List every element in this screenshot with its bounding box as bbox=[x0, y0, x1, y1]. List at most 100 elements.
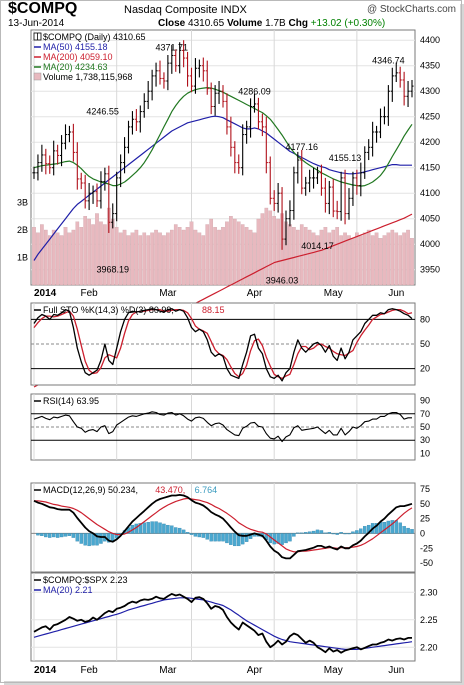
volume-bar bbox=[166, 232, 170, 286]
macd-histogram-bar bbox=[63, 533, 68, 537]
macd-histogram-bar bbox=[158, 522, 162, 534]
volume-bar bbox=[150, 232, 154, 286]
macd-histogram-bar bbox=[201, 533, 206, 538]
chg-label: Chg bbox=[288, 18, 308, 29]
volume-bar bbox=[343, 232, 347, 286]
macd-histogram-bar bbox=[398, 522, 402, 534]
volume-bar bbox=[370, 235, 375, 286]
volume-bar bbox=[201, 235, 206, 286]
volume-bar bbox=[173, 224, 178, 286]
macd-histogram-bar bbox=[75, 533, 80, 542]
macd-ytick-0: 0 bbox=[420, 528, 425, 538]
macd-histogram-bar bbox=[351, 531, 355, 534]
macd-histogram-bar bbox=[288, 533, 292, 542]
macd-histogram-bar bbox=[189, 533, 194, 535]
volume-bar bbox=[394, 232, 399, 286]
macd-ytick--25: -25 bbox=[420, 543, 433, 553]
volume-bar bbox=[134, 229, 139, 286]
close-label: Close bbox=[158, 18, 186, 29]
macd-histogram-bar bbox=[343, 533, 347, 535]
volume-bar bbox=[366, 229, 371, 286]
quote-summary: Close 4310.65 Volume 1.7B Chg +13.02 (+0… bbox=[158, 18, 385, 29]
ratio-xlabel-feb: Feb bbox=[81, 665, 99, 676]
volume-bar bbox=[260, 213, 265, 286]
macd-histogram-bar bbox=[331, 533, 335, 535]
macd-histogram-bar bbox=[244, 533, 249, 542]
volume-bar bbox=[319, 229, 324, 286]
volume-bar bbox=[67, 232, 72, 286]
volume-bar bbox=[272, 216, 277, 286]
ratio-xlabel-year: 2014 bbox=[34, 665, 57, 676]
volume-bar bbox=[146, 235, 151, 286]
volume-tick-3B: 3B bbox=[17, 198, 28, 208]
volume-bar bbox=[295, 229, 300, 286]
macd-histogram-bar bbox=[311, 530, 316, 534]
volume-bar bbox=[355, 232, 359, 286]
volume-bar bbox=[221, 227, 225, 286]
macd-histogram-bar bbox=[181, 529, 186, 534]
macd-histogram-bar bbox=[217, 533, 221, 542]
macd-histogram-bar bbox=[209, 533, 213, 542]
index-name: Nasdaq Composite INDX bbox=[124, 4, 247, 16]
ratio-line bbox=[33, 593, 412, 654]
price-ytick-4000: 4000 bbox=[420, 239, 440, 249]
chart-header: $COMPQ Nasdaq Composite INDX @ StockChar… bbox=[6, 0, 456, 30]
volume-bar bbox=[138, 235, 143, 286]
volume-bar bbox=[55, 232, 60, 286]
volume-bar bbox=[323, 227, 328, 286]
macd-histogram-bar bbox=[205, 533, 209, 540]
rsi-line bbox=[33, 411, 412, 443]
macd-panel bbox=[30, 482, 416, 573]
volume-bar bbox=[71, 229, 76, 286]
volume-bar bbox=[390, 229, 395, 286]
volume-bar bbox=[154, 229, 158, 286]
price-legend-4: Volume 1,738,115,968 bbox=[43, 72, 132, 82]
macd-legend-1: 43.470, bbox=[155, 485, 185, 495]
volume-bar bbox=[47, 235, 52, 286]
price-ytick-4050: 4050 bbox=[420, 214, 440, 224]
volume-bar bbox=[36, 232, 40, 286]
macd-histogram-bar bbox=[107, 533, 111, 543]
sto-k-line bbox=[33, 308, 413, 382]
macd-histogram-bar bbox=[233, 533, 237, 547]
volume-bar bbox=[177, 227, 182, 286]
volume-bar bbox=[103, 224, 107, 286]
sto-ytick-80: 80 bbox=[420, 314, 430, 324]
volume-label: Volume bbox=[226, 18, 263, 29]
price-xlabel-year: 2014 bbox=[34, 288, 57, 299]
volume-bar bbox=[362, 232, 367, 286]
volume-bar bbox=[83, 216, 88, 286]
rsi-ytick-90: 90 bbox=[420, 396, 430, 406]
volume-bar bbox=[43, 229, 48, 286]
macd-ytick-75: 75 bbox=[420, 484, 430, 494]
macd-line bbox=[33, 493, 413, 560]
macd-histogram-bar bbox=[48, 533, 52, 538]
macd-histogram-bar bbox=[335, 533, 339, 535]
volume-bar bbox=[99, 221, 103, 286]
ratio-ytick-2.30: 2.30 bbox=[420, 587, 438, 597]
ratio-panel bbox=[30, 572, 416, 662]
volume-bar bbox=[244, 227, 249, 286]
volume-bar bbox=[75, 221, 80, 286]
macd-ytick--50: -50 bbox=[420, 558, 433, 568]
volume-bar bbox=[79, 227, 84, 286]
volume-bar bbox=[169, 229, 174, 286]
macd-histogram-bar bbox=[374, 523, 379, 534]
rsi-ytick-10: 10 bbox=[420, 448, 430, 458]
price-annotation-7: 3968.19 bbox=[96, 264, 129, 274]
macd-histogram-bar bbox=[359, 528, 363, 534]
macd-histogram-bar bbox=[185, 532, 190, 534]
macd-histogram-bar bbox=[240, 533, 245, 545]
price-annotation-4: 4155.13 bbox=[329, 153, 362, 163]
volume-bar bbox=[292, 227, 296, 286]
macd-histogram-bar bbox=[394, 520, 398, 534]
volume-bar bbox=[197, 232, 202, 286]
macd-histogram-bar bbox=[154, 521, 158, 534]
frame-shadow-right bbox=[460, 4, 464, 685]
macd-histogram-bar bbox=[162, 523, 166, 534]
price-xlabel-jun: Jun bbox=[388, 288, 404, 299]
volume-value: 1.7B bbox=[265, 18, 286, 29]
price-ytick-4300: 4300 bbox=[420, 86, 440, 96]
volume-bar bbox=[91, 224, 95, 286]
rsi-ytick-50: 50 bbox=[420, 422, 430, 432]
